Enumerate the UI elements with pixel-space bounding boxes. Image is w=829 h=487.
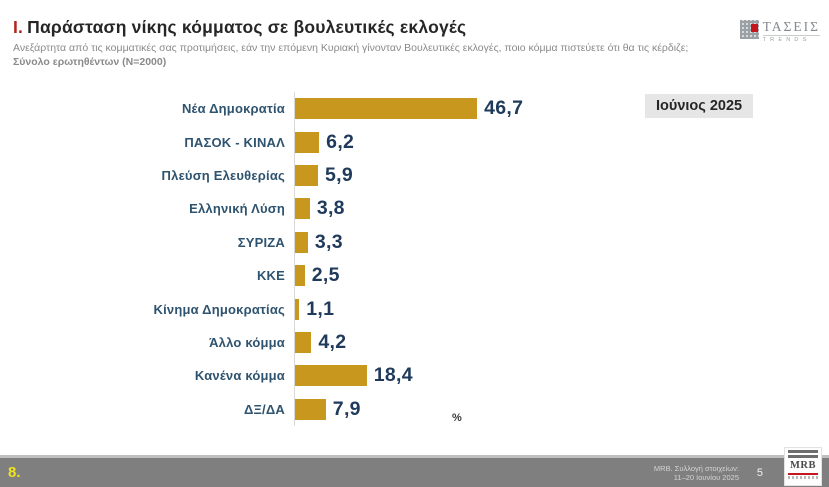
bar-track: 4,2 — [294, 325, 640, 360]
value-label: 46,7 — [484, 97, 524, 120]
source-note: MRB. Συλλογή στοιχείων: 11–20 Ιουνίου 20… — [654, 464, 739, 482]
category-label: Πλεύση Ελευθερίας — [161, 167, 285, 183]
bar — [295, 398, 326, 420]
bar-track: 7,9 — [294, 392, 640, 426]
category-label: Νέα Δημοκρατία — [181, 101, 285, 117]
category-label: Κίνημα Δημοκρατίας — [153, 301, 285, 317]
category-label: ΣΥΡΙΖΑ — [237, 234, 285, 250]
mrb-tiny-text — [788, 476, 818, 479]
bar — [295, 198, 310, 220]
bar-track: 3,3 — [294, 225, 640, 259]
chart-row: Κίνημα Δημοκρατίας 1,1 — [0, 292, 640, 326]
mrb-red-line — [788, 473, 818, 475]
mrb-logo: MRB — [785, 448, 821, 485]
value-label: 7,9 — [332, 397, 361, 420]
category-label: Άλλο κόμμα — [209, 334, 285, 350]
bar-track: 46,7 — [294, 92, 640, 126]
red-square-icon — [750, 24, 758, 32]
bar-track: 18,4 — [294, 359, 640, 393]
bar — [295, 131, 320, 153]
question-text: Ανεξάρτητα από τις κομματικές σας προτιμ… — [13, 42, 689, 54]
footer-bar: 8. MRB. Συλλογή στοιχείων: 11–20 Ιουνίου… — [0, 455, 829, 487]
category-label: ΚΚΕ — [256, 268, 285, 284]
chart-row: Άλλο κόμμα 4,2 — [0, 325, 640, 360]
value-label: 6,2 — [326, 130, 355, 153]
title-text: Παράσταση νίκης κόμματος σε βουλευτικές … — [27, 17, 467, 37]
category-label: Ελληνική Λύση — [189, 201, 285, 217]
page-number: 5 — [756, 467, 763, 479]
period-badge: Ιούνιος 2025 — [645, 94, 754, 118]
bar-track: 2,5 — [294, 258, 640, 293]
value-label: 1,1 — [306, 297, 335, 320]
chart-row: Νέα Δημοκρατία 46,7 — [0, 92, 640, 126]
bar-track: 6,2 — [294, 125, 640, 159]
chart-row: Πλεύση Ελευθερίας 5,9 — [0, 158, 640, 193]
mrb-stripe-icon — [788, 455, 818, 458]
chart-row: ΚΚΕ 2,5 — [0, 258, 640, 293]
title-numeral: Ι. — [13, 17, 24, 37]
chart-row: Κανένα κόμμα 18,4 — [0, 359, 640, 393]
brand-name: ΤΑΣΕΙΣ — [762, 19, 820, 34]
category-label: ΠΑΣΟΚ - ΚΙΝΑΛ — [184, 134, 285, 150]
unit-label: % — [452, 412, 462, 424]
bar-chart: Νέα Δημοκρατία 46,7 ΠΑΣΟΚ - ΚΙΝΑΛ 6,2 Πλεύση… — [0, 92, 640, 426]
bar-track: 3,8 — [294, 192, 640, 226]
value-label: 4,2 — [318, 330, 347, 353]
value-label: 5,9 — [325, 163, 354, 186]
category-label: Κανένα κόμμα — [194, 368, 285, 384]
bar — [295, 265, 305, 287]
value-label: 2,5 — [311, 264, 340, 287]
category-label: ΔΞ/ΔΑ — [243, 401, 285, 417]
sample-size: Σύνολο ερωτηθέντων (N=2000) — [13, 56, 167, 68]
brand-subname: TRENDS — [762, 35, 820, 43]
chart-row: ΠΑΣΟΚ - ΚΙΝΑΛ 6,2 — [0, 125, 640, 159]
taseis-logo: ΤΑΣΕΙΣ TRENDS — [739, 19, 820, 43]
page-title: Ι. Παράσταση νίκης κόμματος σε βουλευτικέ… — [13, 17, 466, 38]
bar — [295, 365, 367, 387]
chart-row: ΣΥΡΙΖΑ 3,3 — [0, 225, 640, 259]
bar — [295, 298, 300, 320]
bar-track: 5,9 — [294, 158, 640, 193]
bar — [295, 164, 318, 186]
bar — [295, 231, 308, 253]
mrb-stripe-icon — [788, 450, 818, 453]
mrb-logo-text: MRB — [790, 460, 816, 471]
taseis-grid-icon — [739, 20, 759, 39]
bar — [295, 331, 312, 353]
slide-number: 8. — [8, 464, 21, 481]
source-line2: 11–20 Ιουνίου 2025 — [673, 473, 739, 482]
bar-track: 1,1 — [294, 292, 640, 326]
value-label: 18,4 — [373, 364, 413, 387]
value-label: 3,3 — [314, 230, 343, 253]
chart-row: ΔΞ/ΔΑ 7,9 — [0, 392, 640, 426]
chart-row: Ελληνική Λύση 3,8 — [0, 192, 640, 226]
bar — [295, 98, 478, 120]
source-line1: MRB. Συλλογή στοιχείων: — [653, 464, 739, 473]
value-label: 3,8 — [316, 197, 345, 220]
